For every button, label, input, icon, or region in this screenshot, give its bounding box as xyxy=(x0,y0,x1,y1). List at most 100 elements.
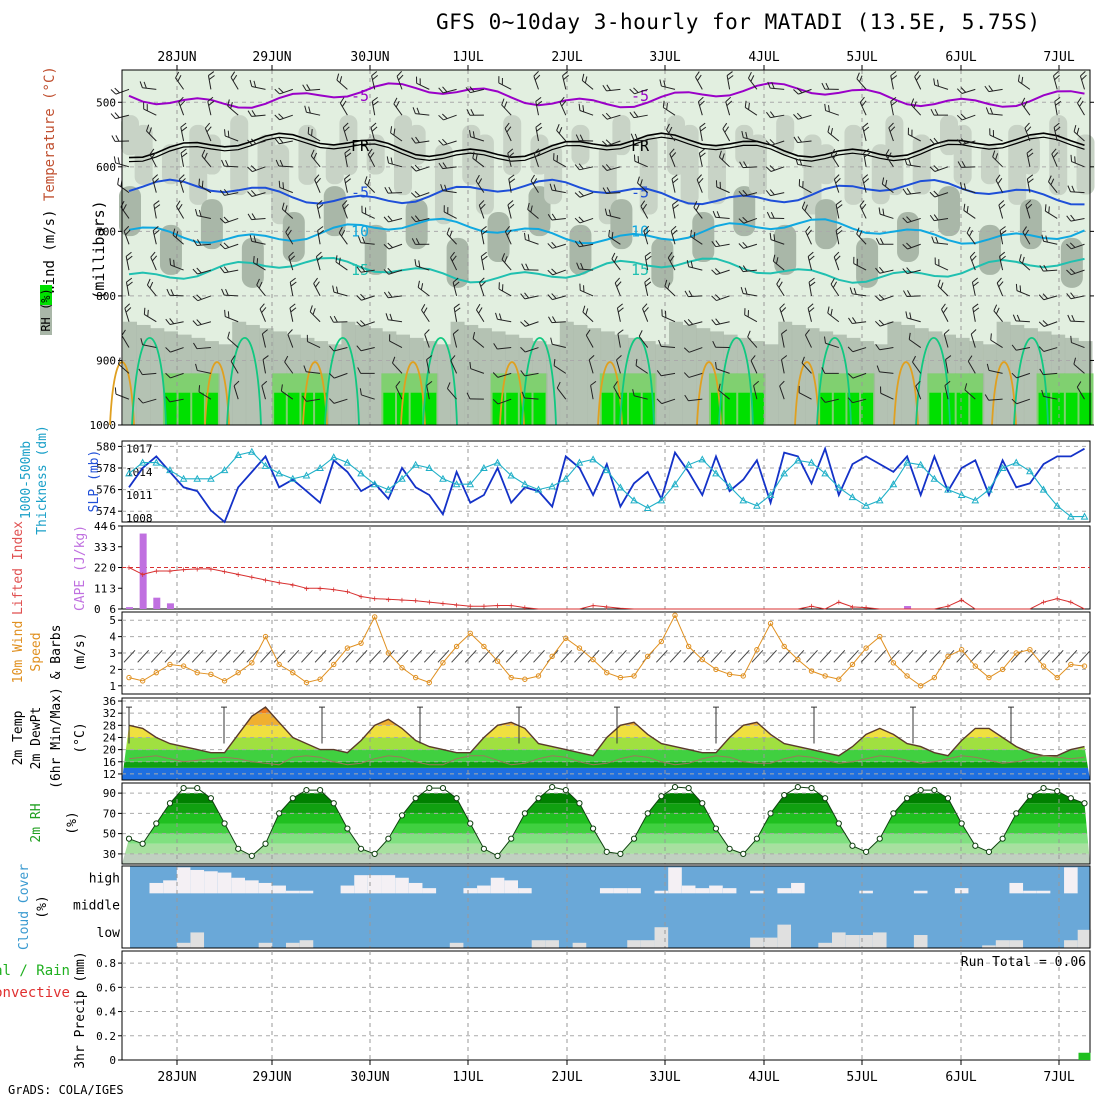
barb-flag xyxy=(390,126,393,133)
cloud-bar-high xyxy=(340,885,355,894)
barb-shaft xyxy=(779,308,785,322)
cape-tick-label: 22 xyxy=(94,562,107,575)
barb-flag xyxy=(687,318,694,325)
barb-flag xyxy=(929,214,935,221)
barb-flag xyxy=(316,200,323,206)
barb-shaft xyxy=(770,166,785,172)
barb-flag xyxy=(505,225,511,232)
wind-barb xyxy=(765,139,785,146)
barb-shaft xyxy=(334,372,348,379)
barb-shaft xyxy=(498,288,512,297)
lifted-point: + xyxy=(195,565,201,575)
barb-shaft xyxy=(153,204,157,219)
barb-flag xyxy=(410,192,417,198)
barb-flag xyxy=(1074,156,1076,164)
barb-flag xyxy=(906,188,912,195)
barb-flag xyxy=(415,238,420,245)
cloud-bar-high xyxy=(190,869,205,894)
barb-flag xyxy=(835,255,841,261)
thickness-point xyxy=(916,460,925,468)
wind-barb xyxy=(930,108,949,116)
barb-flag xyxy=(385,313,389,320)
wind-barb xyxy=(1066,268,1085,276)
precip-axis-label: 3hr Precip (mm) xyxy=(73,951,88,1068)
isotherm-label: 10 xyxy=(631,222,649,240)
barb-flag xyxy=(233,380,240,387)
barb-flag xyxy=(225,159,229,167)
barb-shaft xyxy=(582,311,594,323)
barb-shaft xyxy=(606,214,621,219)
barb-flag xyxy=(523,320,530,326)
wind-barb xyxy=(307,126,321,142)
wind-barb xyxy=(521,391,539,400)
rh2m-point xyxy=(371,850,378,857)
wind-barb xyxy=(881,177,894,194)
barb-shaft xyxy=(743,293,757,297)
barb-flag xyxy=(745,131,748,139)
barb-flag xyxy=(165,347,171,353)
barb-flag xyxy=(906,267,912,273)
top-day-label: 3JUL xyxy=(649,50,680,65)
wind-barb xyxy=(146,124,157,142)
wind-barb xyxy=(288,251,296,271)
cloud-bar-low xyxy=(777,924,791,948)
barb-shaft xyxy=(309,311,321,323)
wind10-point xyxy=(1027,647,1033,653)
wind-barb xyxy=(863,148,871,167)
barb-flag xyxy=(224,129,226,136)
barb-flag xyxy=(152,225,159,232)
barb-flag xyxy=(416,107,420,115)
barb-shaft xyxy=(121,335,130,348)
barb-shaft xyxy=(344,152,348,167)
thickness-point xyxy=(411,460,420,468)
barb-flag xyxy=(466,392,471,400)
barb-flag xyxy=(606,187,611,194)
barb-flag xyxy=(770,211,775,219)
wind-barb xyxy=(712,341,730,349)
barb-shaft xyxy=(961,140,976,145)
wind10-barb xyxy=(969,649,982,663)
wind-barb xyxy=(438,113,457,121)
barb-flag xyxy=(278,180,281,188)
barb-flag xyxy=(110,113,116,119)
barb-shaft xyxy=(197,321,212,327)
barb-flag xyxy=(454,307,461,313)
barb-flag xyxy=(207,96,214,102)
barb-flag xyxy=(859,200,865,207)
barb-flag xyxy=(995,174,1001,181)
wind-barb xyxy=(766,111,785,119)
barb-flag xyxy=(1021,97,1026,105)
barb-flag xyxy=(848,317,853,324)
barb-flag xyxy=(446,382,451,389)
wind-barb xyxy=(495,312,512,323)
barb-shaft xyxy=(176,206,185,219)
barb-flag xyxy=(996,277,1002,284)
thickness-point xyxy=(1067,512,1075,520)
wind10-point xyxy=(1040,663,1047,669)
cloud-bar-high xyxy=(1036,890,1051,894)
wind-barb xyxy=(1024,122,1032,142)
barb-shaft xyxy=(225,316,239,323)
wind-barb xyxy=(247,138,266,146)
barb-shaft xyxy=(640,205,649,219)
barb-flag xyxy=(1011,344,1017,351)
wind10-point xyxy=(713,666,719,673)
barb-shaft xyxy=(996,282,1004,297)
barb-shaft xyxy=(1076,386,1085,400)
cloud-layer-label: low xyxy=(97,926,121,941)
barb-shaft xyxy=(251,86,266,90)
wind10-point xyxy=(658,638,665,645)
wind10-barb xyxy=(369,649,382,663)
wind-barb xyxy=(602,164,621,171)
wind-barb xyxy=(698,148,706,167)
barb-shaft xyxy=(1071,243,1085,250)
barb-flag xyxy=(341,100,347,107)
thickness-point xyxy=(521,480,529,488)
pressure-axis-label: (millibars) xyxy=(90,200,108,299)
barb-flag xyxy=(639,179,643,186)
barb-flag xyxy=(356,266,362,273)
barb-flag xyxy=(508,152,515,158)
barb-shaft xyxy=(801,362,812,374)
barb-flag xyxy=(365,207,367,215)
wind-barb xyxy=(562,71,569,90)
